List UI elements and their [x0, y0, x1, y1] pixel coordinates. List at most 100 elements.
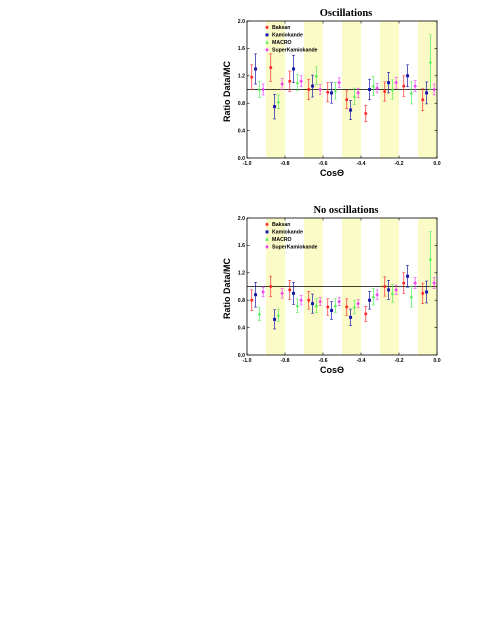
legend-label: SuperKamiokande: [272, 245, 318, 251]
data-point: [280, 82, 284, 87]
legend-label: MACRO: [272, 40, 292, 46]
x-tick-label: -0.8: [281, 161, 290, 167]
data-point: [269, 66, 273, 70]
x-tick-label: -0.8: [281, 358, 290, 364]
data-point: [276, 99, 281, 104]
data-point: [375, 292, 379, 297]
data-point: [387, 288, 391, 292]
data-point: [349, 108, 353, 112]
legend-marker: [265, 33, 269, 37]
data-point: [383, 90, 387, 94]
data-point: [409, 294, 414, 299]
data-point: [345, 305, 349, 309]
data-point: [425, 91, 429, 95]
data-point: [311, 302, 315, 306]
data-point: [292, 67, 296, 71]
data-point: [413, 281, 417, 286]
data-point: [352, 305, 357, 309]
legend-marker: [265, 244, 269, 249]
y-tick-label: 1.6: [238, 46, 245, 52]
y-tick-label: 1.2: [238, 271, 245, 277]
data-point: [299, 79, 303, 84]
data-point: [261, 87, 265, 92]
data-point: [425, 290, 429, 294]
chart-title: No oscillations: [313, 205, 378, 216]
data-point: [333, 303, 338, 307]
data-point: [406, 274, 410, 278]
data-point: [257, 87, 262, 91]
data-point: [250, 298, 254, 302]
data-point: [371, 294, 376, 299]
plot-frame: [246, 20, 438, 159]
data-point: [383, 285, 387, 288]
data-point: [257, 312, 262, 316]
data-point: [333, 88, 338, 93]
data-point: [311, 84, 315, 88]
legend-label: MACRO: [272, 237, 292, 243]
x-tick-label: 0.0: [433, 161, 440, 167]
data-point: [330, 308, 334, 312]
data-point: [413, 84, 417, 89]
data-point: [288, 79, 292, 83]
data-point: [326, 305, 330, 309]
legend-marker: [265, 237, 269, 241]
data-point: [307, 298, 311, 302]
data-point: [390, 291, 395, 295]
series-kamiokande: [254, 264, 429, 330]
data-point: [390, 87, 395, 91]
data-point: [406, 74, 410, 78]
y-tick-label: 0.0: [238, 353, 245, 359]
legend-marker: [265, 230, 269, 234]
data-point: [375, 86, 379, 91]
x-tick-label: -0.4: [357, 358, 366, 364]
data-point: [295, 80, 300, 84]
x-tick-label: -0.6: [319, 161, 328, 167]
data-point: [368, 88, 372, 91]
data-point: [295, 303, 300, 307]
data-point: [349, 315, 353, 319]
data-point: [402, 281, 406, 285]
data-point: [250, 75, 254, 79]
x-axis-label: CosΘ: [320, 365, 344, 375]
y-axis-label: Ratio Data/MC: [222, 61, 232, 123]
x-tick-label: 0.0: [433, 358, 440, 364]
y-tick-label: 2.0: [238, 19, 245, 25]
chart-panel-1: -1.0 -0.8 -0.6 -0.4 -0.2 0.0 0.0 0.4 0.8 1.2 1.6 2.…: [222, 8, 441, 178]
data-point: [299, 298, 303, 303]
legend-label: SuperKamiokande: [272, 48, 318, 54]
y-tick-label: 0.8: [238, 101, 245, 107]
legend-marker: [265, 40, 269, 44]
data-point: [261, 289, 265, 294]
data-point: [307, 88, 311, 91]
x-tick-label: -0.4: [357, 161, 366, 167]
x-tick-label: -1.0: [243, 161, 252, 167]
series-baksan: [250, 53, 425, 122]
chart-panel-2: -1.0 -0.8 -0.6 -0.4 -0.2 0.0 0.0 0.4 0.8 1.2 1.6 2.…: [222, 205, 441, 375]
data-point: [368, 298, 372, 302]
data-point: [364, 312, 368, 316]
series-kamiokande: [254, 53, 429, 120]
data-point: [330, 91, 334, 95]
x-tick-label: -0.6: [319, 358, 328, 364]
legend-marker: [265, 222, 269, 226]
legend-label: Kamiokande: [272, 230, 303, 236]
data-point: [337, 299, 341, 304]
y-tick-label: 1.6: [238, 243, 245, 249]
x-axis-label: CosΘ: [320, 168, 344, 178]
data-point: [318, 299, 322, 304]
data-point: [394, 287, 398, 292]
y-tick-label: 0.4: [238, 128, 245, 134]
series-macro: [257, 231, 433, 322]
y-tick-label: 0.4: [238, 325, 245, 331]
x-tick-label: -0.2: [395, 358, 404, 364]
legend-marker: [265, 25, 269, 29]
data-point: [273, 317, 277, 321]
data-point: [254, 67, 258, 71]
data-point: [387, 81, 391, 85]
data-point: [409, 91, 414, 95]
legend-label: Baksan: [272, 25, 290, 31]
data-point: [269, 285, 273, 288]
